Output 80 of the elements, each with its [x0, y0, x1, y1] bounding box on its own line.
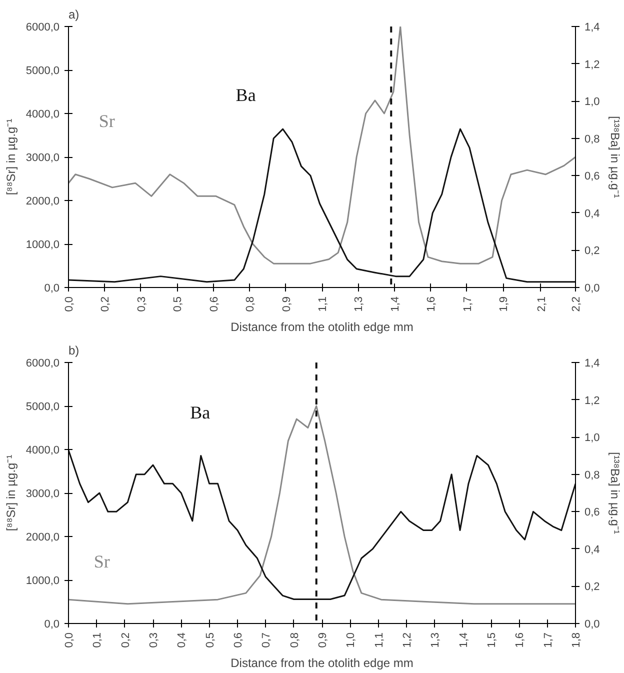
x-tick-label: 1,5 [486, 632, 498, 648]
y-tick-label: 1000,0 [26, 575, 60, 587]
y2-tick-label: 1,2 [584, 394, 600, 407]
y2-axis-title: [¹³⁸Ba] in µg.g⁻¹ [608, 452, 622, 534]
x-tick-label: 0,9 [317, 632, 329, 648]
x-tick-label: 0,6 [232, 632, 244, 648]
y-tick-label: 6000,0 [26, 358, 60, 370]
x-tick-label: 0,3 [148, 632, 160, 648]
x-tick-label: 1,7 [462, 296, 474, 312]
x-tick-label: 1,4 [389, 296, 402, 312]
y2-tick-label: 1,0 [584, 432, 600, 444]
y2-axis-title: [¹³⁸Ba] in µg.g⁻¹ [608, 116, 622, 198]
y-axis-title: [⁸⁸Sr] in µg.g⁻¹ [4, 118, 18, 196]
y-tick-label: 1000,0 [26, 239, 60, 251]
series-label: Ba [190, 402, 210, 423]
x-tick-label: 1,1 [317, 296, 329, 312]
y-tick-label: 5000,0 [26, 65, 60, 77]
y-tick-label: 4000,0 [26, 444, 60, 456]
x-tick-label: 0,3 [136, 296, 148, 312]
x-tick-label: 0,4 [176, 632, 188, 648]
chart-title: b) [68, 344, 80, 358]
y2-tick-label: 1,4 [584, 358, 600, 370]
y-tick-label: 3000,0 [26, 488, 60, 500]
line-series [68, 405, 576, 605]
x-tick-label: 1,2 [402, 632, 414, 648]
y2-tick-label: 0,0 [584, 618, 600, 630]
line-series [68, 449, 576, 600]
y2-tick-label: 0,4 [584, 208, 600, 220]
x-tick-label: 1,3 [353, 296, 366, 312]
y-tick-label: 0,0 [44, 282, 60, 294]
y-tick-label: 2000,0 [26, 532, 60, 544]
y2-tick-label: 0,2 [584, 245, 600, 258]
y-tick-label: 3000,0 [26, 152, 60, 164]
x-tick-label: 1,7 [542, 632, 554, 648]
y2-tick-label: 1,2 [584, 58, 600, 71]
x-axis-title: Distance from the otolith edge mm [230, 320, 414, 334]
x-tick-label: 0,2 [100, 296, 112, 312]
x-tick-label: 1,4 [458, 632, 470, 648]
y2-tick-label: 0,6 [584, 506, 600, 519]
line-series [68, 128, 576, 283]
x-tick-label: 1,1 [373, 632, 386, 648]
x-axis-title: Distance from the otolith edge mm [230, 656, 414, 670]
y-tick-label: 0,0 [44, 618, 60, 630]
x-tick-label: 0,6 [208, 296, 220, 312]
y2-tick-label: 0,2 [584, 581, 600, 594]
x-tick-label: 1,6 [426, 296, 438, 312]
series-label: Sr [94, 551, 110, 572]
y-tick-label: 4000,0 [26, 108, 60, 120]
x-tick-label: 0,7 [260, 632, 273, 648]
chart-title: a) [68, 8, 80, 22]
text: Sr [98, 110, 115, 131]
y2-tick-label: 0,6 [584, 170, 600, 183]
x-tick-label: 1,8 [570, 632, 582, 648]
y-tick-label: 5000,0 [26, 401, 60, 413]
x-tick-label: 2,2 [570, 296, 582, 312]
x-tick-label: 1,9 [498, 296, 510, 312]
y2-tick-label: 0,8 [584, 133, 600, 146]
x-tick-label: 0,2 [120, 632, 132, 648]
text: Ba [236, 84, 256, 105]
x-tick-label: 0,8 [288, 632, 301, 648]
y2-tick-label: 0,0 [584, 282, 600, 294]
y-axis-title: [⁸⁸Sr] in µg.g⁻¹ [4, 454, 18, 532]
y2-tick-label: 1,4 [584, 22, 600, 34]
x-tick-label: 0,9 [280, 296, 293, 312]
x-tick-label: 0,1 [92, 632, 104, 648]
x-tick-label: 2,1 [536, 296, 548, 312]
x-tick-label: 0,0 [64, 296, 76, 312]
x-tick-label: 0,5 [172, 296, 184, 312]
y-tick-label: 6000,0 [26, 22, 60, 34]
y2-tick-label: 1,0 [584, 96, 600, 108]
x-tick-label: 1,6 [514, 632, 526, 648]
line-series [68, 26, 576, 264]
y-tick-label: 2000,0 [26, 196, 60, 208]
x-tick-label: 1,0 [345, 632, 358, 648]
y2-tick-label: 0,8 [584, 469, 600, 482]
y2-tick-label: 0,4 [584, 544, 600, 556]
x-tick-label: 0,0 [64, 632, 76, 648]
x-tick-label: 1,3 [430, 632, 442, 648]
x-tick-label: 0,8 [244, 296, 257, 312]
x-tick-label: 0,5 [204, 632, 216, 648]
